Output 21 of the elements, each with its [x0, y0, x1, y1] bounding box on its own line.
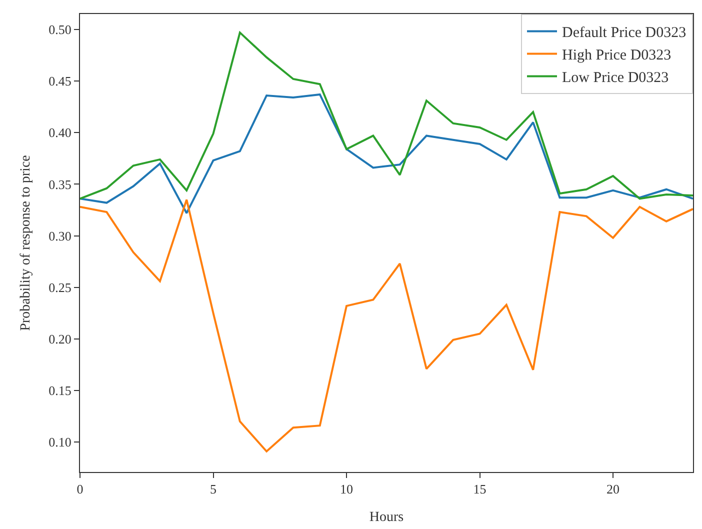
y-tick-label: 0.20 [48, 331, 72, 346]
legend-label: High Price D0323 [562, 48, 672, 64]
y-tick-label: 0.45 [48, 74, 72, 89]
y-tick-label: 0.50 [48, 22, 72, 38]
y-tick-label: 0.40 [48, 125, 72, 140]
x-axis-title: Hours [369, 510, 404, 525]
line-series [80, 198, 693, 452]
line-series [80, 93, 693, 214]
x-tick-label: 5 [210, 482, 217, 497]
y-tick-label: 0.10 [48, 434, 72, 450]
x-tick-label: 15 [473, 482, 486, 497]
x-tick-label: 10 [340, 482, 354, 497]
y-tick-label: 0.30 [48, 228, 72, 244]
legend-label: Default Price D0323 [562, 25, 686, 42]
y-tick-label: 0.35 [48, 176, 72, 192]
x-tick-label: 20 [606, 482, 620, 497]
x-tick-label: 0 [76, 482, 84, 497]
y-tick-label: 0.15 [48, 383, 72, 398]
y-tick-label: 0.25 [48, 280, 72, 295]
y-axis-title: Probability of response to price [18, 155, 34, 331]
legend-label: Low Price D0323 [562, 70, 669, 86]
